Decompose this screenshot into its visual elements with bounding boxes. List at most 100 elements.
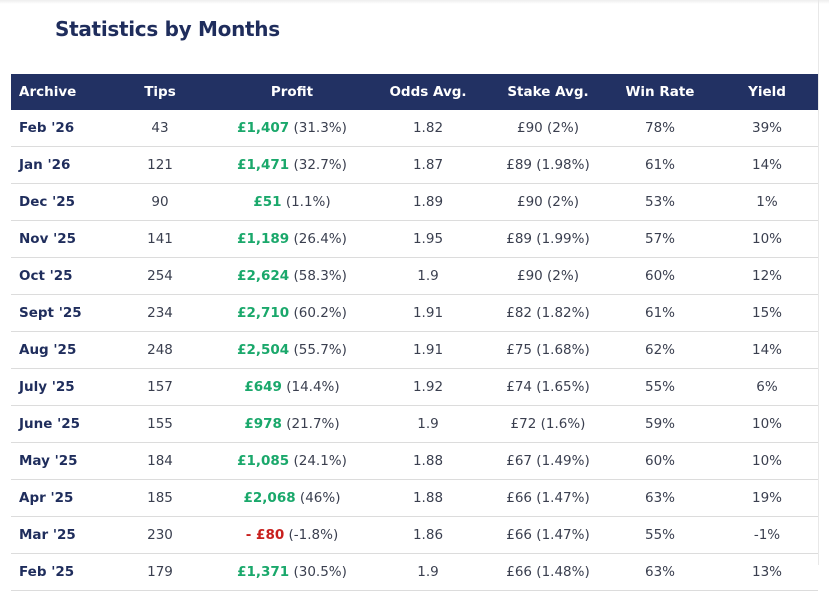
odds-cell: 1.86	[364, 516, 492, 554]
profit-value: £2,624	[237, 268, 290, 284]
tips-cell: 254	[100, 257, 220, 295]
profit-value: £51	[253, 194, 282, 210]
col-stake: Stake Avg.	[492, 74, 604, 110]
archive-cell: Feb '25	[11, 553, 100, 591]
archive-cell: May '25	[11, 442, 100, 480]
table-row: Dec '25 90 £51 (1.1%) 1.89 £90 (2%) 53% 1%	[11, 183, 818, 221]
win-rate-cell: 59%	[604, 405, 716, 443]
profit-cell: £2,710 (60.2%)	[220, 294, 364, 332]
win-rate-cell: 60%	[604, 257, 716, 295]
yield-cell: 6%	[716, 368, 818, 406]
profit-value: - £80	[245, 527, 285, 543]
odds-cell: 1.9	[364, 405, 492, 443]
profit-percent: (58.3%)	[293, 268, 347, 284]
odds-cell: 1.88	[364, 479, 492, 517]
tips-cell: 179	[100, 553, 220, 591]
tips-cell: 90	[100, 183, 220, 221]
table-row: June '25 155 £978 (21.7%) 1.9 £72 (1.6%) 59% 1…	[11, 405, 818, 443]
profit-percent: (30.5%)	[293, 564, 347, 580]
profit-value: £1,407	[237, 120, 290, 136]
profit-cell: £51 (1.1%)	[220, 183, 364, 221]
odds-cell: 1.92	[364, 368, 492, 406]
table-row: Sept '25 234 £2,710 (60.2%) 1.91 £82 (1.82%)…	[11, 294, 818, 332]
win-rate-cell: 55%	[604, 516, 716, 554]
odds-cell: 1.91	[364, 331, 492, 369]
odds-cell: 1.82	[364, 110, 492, 147]
stake-cell: £89 (1.98%)	[492, 146, 604, 184]
table-row: Jan '26 121 £1,471 (32.7%) 1.87 £89 (1.98%) 6…	[11, 146, 818, 184]
tips-cell: 248	[100, 331, 220, 369]
profit-cell: £1,371 (30.5%)	[220, 553, 364, 591]
archive-cell: Nov '25	[11, 220, 100, 258]
yield-cell: 10%	[716, 442, 818, 480]
top-shadow	[0, 0, 829, 4]
odds-cell: 1.89	[364, 183, 492, 221]
yield-cell: 14%	[716, 146, 818, 184]
stake-cell: £67 (1.49%)	[492, 442, 604, 480]
tips-cell: 43	[100, 110, 220, 147]
archive-cell: July '25	[11, 368, 100, 406]
tips-cell: 141	[100, 220, 220, 258]
odds-cell: 1.9	[364, 257, 492, 295]
profit-percent: (-1.8%)	[288, 527, 339, 543]
profit-percent: (21.7%)	[286, 416, 340, 432]
win-rate-cell: 60%	[604, 442, 716, 480]
tips-cell: 155	[100, 405, 220, 443]
win-rate-cell: 78%	[604, 110, 716, 147]
stake-cell: £66 (1.47%)	[492, 479, 604, 517]
stake-cell: £66 (1.47%)	[492, 516, 604, 554]
table-row: Nov '25 141 £1,189 (26.4%) 1.95 £89 (1.99%) 5…	[11, 220, 818, 258]
stake-cell: £89 (1.99%)	[492, 220, 604, 258]
archive-cell: Feb '26	[11, 110, 100, 147]
yield-cell: 13%	[716, 553, 818, 591]
yield-cell: 10%	[716, 405, 818, 443]
yield-cell: 19%	[716, 479, 818, 517]
profit-value: £1,471	[237, 157, 290, 173]
profit-cell: £2,624 (58.3%)	[220, 257, 364, 295]
table-row: May '25 184 £1,085 (24.1%) 1.88 £67 (1.49%) 6…	[11, 442, 818, 480]
profit-percent: (46%)	[299, 490, 341, 506]
col-profit: Profit	[220, 74, 364, 110]
profit-value: £2,710	[237, 305, 290, 321]
yield-cell: 14%	[716, 331, 818, 369]
tips-cell: 157	[100, 368, 220, 406]
profit-cell: £2,068 (46%)	[220, 479, 364, 517]
profit-percent: (55.7%)	[293, 342, 347, 358]
profit-cell: £649 (14.4%)	[220, 368, 364, 406]
col-tips: Tips	[100, 74, 220, 110]
card-border	[818, 0, 819, 565]
col-odds: Odds Avg.	[364, 74, 492, 110]
tips-cell: 184	[100, 442, 220, 480]
win-rate-cell: 63%	[604, 553, 716, 591]
odds-cell: 1.9	[364, 553, 492, 591]
profit-value: £2,068	[243, 490, 296, 506]
profit-cell: £1,407 (31.3%)	[220, 110, 364, 147]
col-win-rate: Win Rate	[604, 74, 716, 110]
archive-cell: Aug '25	[11, 331, 100, 369]
table-row: Aug '25 248 £2,504 (55.7%) 1.91 £75 (1.68%) 6…	[11, 331, 818, 369]
stake-cell: £74 (1.65%)	[492, 368, 604, 406]
yield-cell: -1%	[716, 516, 818, 554]
profit-percent: (60.2%)	[293, 305, 347, 321]
profit-value: £1,371	[237, 564, 290, 580]
profit-percent: (26.4%)	[293, 231, 347, 247]
profit-value: £2,504	[237, 342, 290, 358]
profit-value: £978	[244, 416, 282, 432]
table-row: Apr '25 185 £2,068 (46%) 1.88 £66 (1.47%) 63%…	[11, 479, 818, 517]
odds-cell: 1.95	[364, 220, 492, 258]
win-rate-cell: 63%	[604, 479, 716, 517]
profit-percent: (14.4%)	[286, 379, 340, 395]
archive-cell: Apr '25	[11, 479, 100, 517]
win-rate-cell: 62%	[604, 331, 716, 369]
profit-cell: £978 (21.7%)	[220, 405, 364, 443]
stake-cell: £66 (1.48%)	[492, 553, 604, 591]
archive-cell: Dec '25	[11, 183, 100, 221]
archive-cell: Mar '25	[11, 516, 100, 554]
stake-cell: £72 (1.6%)	[492, 405, 604, 443]
odds-cell: 1.91	[364, 294, 492, 332]
archive-cell: Sept '25	[11, 294, 100, 332]
profit-value: £649	[244, 379, 282, 395]
archive-cell: Oct '25	[11, 257, 100, 295]
col-yield: Yield	[716, 74, 818, 110]
win-rate-cell: 57%	[604, 220, 716, 258]
